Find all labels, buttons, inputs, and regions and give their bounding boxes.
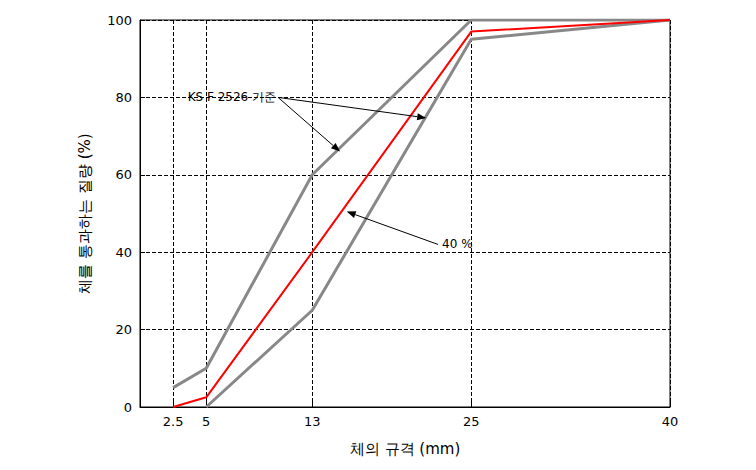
- svg-text:20: 20: [115, 322, 132, 337]
- svg-text:체의 규격 (mm): 체의 규격 (mm): [350, 440, 460, 458]
- svg-text:13: 13: [304, 414, 321, 429]
- svg-text:체를 통과하는 질량 (%): 체를 통과하는 질량 (%): [76, 133, 94, 293]
- svg-text:0: 0: [124, 400, 132, 415]
- svg-text:100: 100: [107, 13, 132, 28]
- svg-text:40: 40: [115, 245, 132, 260]
- svg-text:60: 60: [115, 167, 132, 182]
- svg-text:80: 80: [115, 90, 132, 105]
- svg-text:5: 5: [202, 414, 210, 429]
- svg-text:40: 40: [662, 414, 679, 429]
- svg-text:25: 25: [463, 414, 480, 429]
- svg-text:2.5: 2.5: [163, 414, 184, 429]
- svg-text:40 %: 40 %: [442, 237, 473, 251]
- svg-text:KS F 2526 기준: KS F 2526 기준: [188, 90, 276, 104]
